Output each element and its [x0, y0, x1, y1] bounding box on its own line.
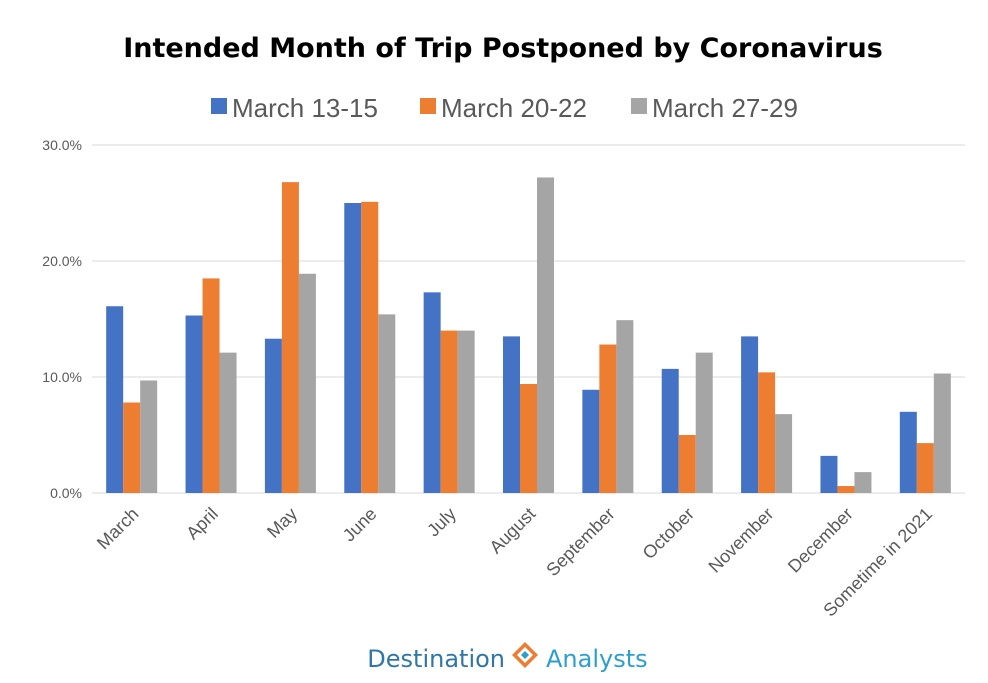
x-tick-label-may: May: [263, 504, 301, 542]
x-axis-ticks: March April May June July August September Octo…: [93, 504, 936, 621]
bar-march-27-29-september: [616, 320, 634, 493]
chart-legend: March 13-15 March 20-22 March 27-29: [211, 93, 798, 123]
y-tick-label: 30.0%: [42, 137, 82, 153]
x-tick-label-december: December: [784, 504, 857, 577]
bar-march-13-15-june: [344, 203, 362, 493]
x-tick-label-march: March: [93, 504, 143, 554]
bar-march-20-22-october: [678, 435, 696, 493]
y-axis-ticks: 0.0% 10.0% 20.0% 30.0%: [42, 137, 82, 501]
legend-swatch-march-13-15: [211, 98, 227, 114]
x-tick-label-june: June: [339, 504, 381, 546]
bar-march-20-22-april: [202, 278, 220, 493]
bar-march-20-22-september: [599, 344, 617, 493]
y-tick-label: 10.0%: [42, 369, 82, 385]
bar-march-20-22-sometime-in-2021: [916, 443, 934, 493]
chart-title: Intended Month of Trip Postponed by Coro…: [123, 33, 883, 64]
bar-march-27-29-april: [219, 352, 237, 493]
legend-label-march-27-29: March 27-29: [652, 93, 798, 123]
bar-march-20-22-december: [837, 486, 855, 493]
bar-march-27-29-march: [140, 380, 158, 493]
legend-label-march-20-22: March 20-22: [441, 93, 587, 123]
legend-swatch-march-20-22: [420, 98, 436, 114]
bar-march-27-29-october: [695, 352, 713, 493]
x-tick-label-november: November: [705, 504, 778, 577]
bar-march-13-15-december: [820, 455, 838, 493]
bar-march-20-22-november: [758, 372, 776, 493]
bar-march-13-15-october: [661, 368, 679, 493]
bar-march-27-29-june: [378, 314, 396, 493]
bar-march-20-22-march: [123, 402, 141, 493]
x-tick-label-april: April: [182, 504, 222, 544]
legend-label-march-13-15: March 13-15: [232, 93, 378, 123]
bar-march-20-22-august: [520, 383, 537, 493]
bar-march-20-22-july: [440, 330, 458, 493]
x-tick-label-september: September: [542, 504, 618, 580]
bar-march-20-22-june: [361, 201, 379, 493]
x-tick-label-august: August: [486, 504, 540, 558]
bar-march-13-15-march: [106, 306, 124, 493]
bar-march-13-15-may: [264, 338, 282, 493]
bar-march-13-15-april: [185, 315, 203, 493]
bars: [106, 177, 951, 494]
bar-march-27-29-may: [298, 273, 316, 493]
bar-march-13-15-sometime-in-2021: [899, 411, 917, 493]
x-tick-label-october: October: [639, 504, 698, 563]
bar-march-27-29-december: [854, 472, 872, 493]
bar-march-13-15-november: [741, 336, 759, 493]
logo-text-analysts: Analysts: [546, 645, 648, 673]
bar-march-13-15-july: [423, 292, 441, 493]
bar-march-27-29-july: [457, 330, 475, 493]
bar-march-20-22-may: [281, 182, 299, 493]
logo-text-destination: Destination: [367, 645, 505, 673]
destination-analysts-logo: Destination Analysts: [367, 642, 648, 673]
bar-march-27-29-august: [537, 177, 554, 494]
y-tick-label: 0.0%: [50, 485, 82, 501]
bar-march-13-15-september: [582, 389, 600, 493]
y-tick-label: 20.0%: [42, 253, 82, 269]
bar-march-13-15-august: [503, 336, 520, 493]
bar-march-27-29-november: [775, 414, 793, 493]
logo-diamond-icon: [512, 642, 538, 668]
bar-march-27-29-sometime-in-2021: [933, 373, 951, 493]
x-tick-label-july: July: [423, 504, 460, 541]
legend-swatch-march-27-29: [631, 98, 647, 114]
